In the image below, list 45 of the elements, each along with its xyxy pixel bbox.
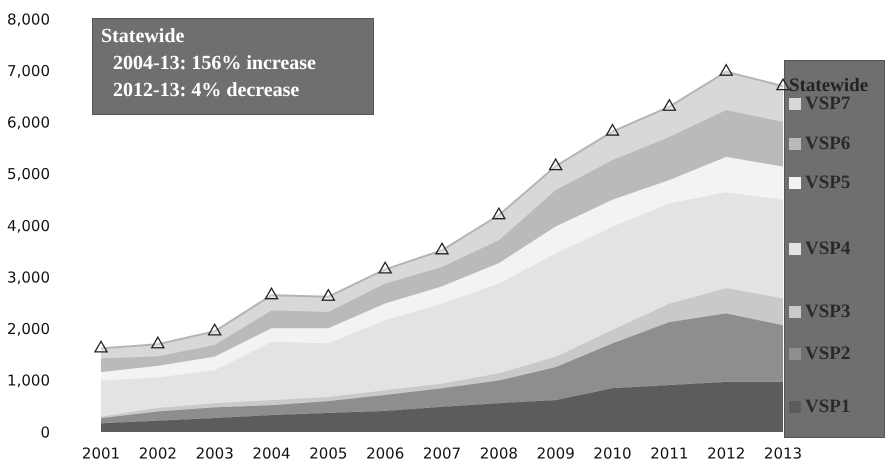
x-tick-label: 2009 [536, 444, 575, 463]
y-tick-label: 4,000 [7, 216, 50, 235]
annotation: 2012-13: 4% decrease [112, 78, 300, 103]
point [435, 242, 449, 254]
y-tick-label: 2,000 [7, 320, 50, 338]
y-tick-label: 0 [40, 423, 50, 442]
point [719, 64, 733, 76]
point [208, 324, 222, 336]
legend-label: VSP5 [805, 172, 850, 194]
x-tick-label: 2007 [422, 444, 462, 463]
x-tick-label: 2004 [252, 444, 291, 463]
legend-label: VSP1 [805, 396, 850, 418]
x-tick-label: 2008 [480, 444, 518, 463]
y-tick-label: 1,000 [7, 372, 50, 390]
x-tick-label: 2005 [309, 444, 348, 463]
x-tick-label: 2011 [650, 444, 688, 463]
y-tick-label: 5,000 [7, 165, 50, 184]
y-tick-label: 3,000 [7, 268, 50, 286]
point [94, 340, 108, 353]
x-tick-label: 2006 [366, 444, 404, 463]
point [264, 288, 278, 300]
y-tick-label: 7,000 [7, 62, 50, 80]
point [776, 78, 790, 90]
point [662, 99, 676, 111]
point [378, 262, 392, 274]
point [492, 208, 506, 220]
x-tick-label: 2010 [593, 444, 632, 463]
legend-label: VSP4 [805, 238, 850, 260]
point [548, 158, 562, 170]
annotation: Statewide [101, 24, 186, 49]
x-tick-label: 2013 [764, 444, 802, 463]
note-box: Statewide 2004-13: 156% increase 2012-13: 4% decrease [92, 18, 374, 115]
x-tick-label: 2002 [138, 444, 177, 463]
x-tick-label: 2012 [707, 444, 746, 463]
y-tick-label: 6,000 [7, 114, 50, 132]
point [606, 124, 620, 136]
legend-label: VSP6 [805, 133, 850, 156]
legend-label: VSP3 [805, 300, 850, 323]
point [151, 336, 165, 348]
x-tick-label: 2003 [196, 444, 234, 463]
y-tick-label: 8,000 [7, 10, 50, 28]
x-tick-label: 2001 [82, 444, 120, 463]
legend-label: VSP2 [805, 342, 850, 365]
annotation: 2004-13: 156% increase [112, 51, 317, 76]
point [322, 289, 336, 301]
